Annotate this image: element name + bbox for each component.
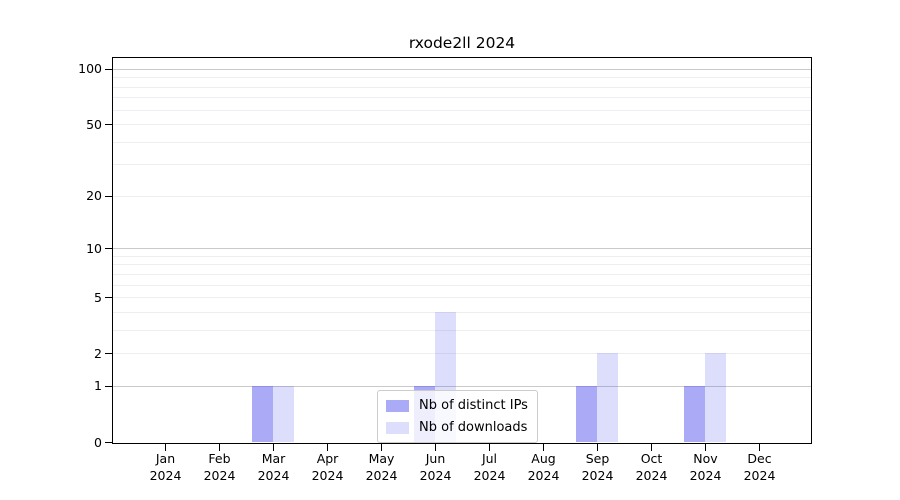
gridline-minor: [113, 284, 811, 286]
gridline-minor: [113, 255, 811, 257]
x-tick-label: Jul 2024: [473, 451, 506, 483]
gridline-minor: [113, 297, 811, 299]
gridline-major: [113, 385, 811, 387]
bar-distinct-ips: [576, 385, 597, 442]
x-tick-mark: [218, 444, 221, 451]
y-tick-label: 10: [86, 240, 102, 256]
y-tick-mark: [105, 352, 112, 355]
x-tick-mark: [704, 444, 707, 451]
gridline-minor: [113, 97, 811, 99]
legend-label-distinct-ips: Nb of distinct IPs: [419, 398, 528, 413]
y-tick-label: 50: [86, 116, 102, 132]
x-tick-label: Jan 2024: [149, 451, 182, 483]
gridline-minor: [113, 329, 811, 331]
y-tick-mark: [105, 68, 112, 70]
x-tick-mark: [272, 444, 275, 451]
legend-row-distinct-ips: Nb of distinct IPs: [386, 397, 528, 414]
x-tick-label: Nov 2024: [689, 451, 722, 483]
y-tick-mark: [105, 385, 112, 388]
x-tick-label: Sep 2024: [581, 451, 614, 483]
y-tick-mark: [105, 441, 112, 444]
gridline-minor: [113, 273, 811, 275]
legend: Nb of distinct IPs Nb of downloads: [377, 390, 538, 443]
bar-downloads: [273, 385, 294, 442]
legend-swatch-downloads-icon: [386, 421, 409, 434]
gridline-minor: [113, 195, 811, 197]
x-tick-label: Aug 2024: [527, 451, 560, 483]
plot-area: Nb of distinct IPs Nb of downloads: [112, 57, 812, 444]
y-tick-label: 1: [94, 378, 102, 394]
x-tick-label: Apr 2024: [311, 451, 344, 483]
y-tick-label: 5: [94, 289, 102, 305]
x-tick-mark: [758, 444, 761, 451]
bar-downloads: [705, 353, 726, 442]
x-tick-mark: [434, 444, 437, 451]
gridline-minor: [113, 164, 811, 166]
x-tick-label: Jun 2024: [419, 451, 452, 483]
gridline-major: [113, 248, 811, 250]
gridline-minor: [113, 353, 811, 355]
x-tick-mark: [164, 444, 167, 451]
x-tick-mark: [488, 444, 491, 451]
y-tick-mark: [105, 123, 112, 126]
gridline-minor: [113, 264, 811, 266]
x-tick-label: Oct 2024: [635, 451, 668, 483]
gridline-minor: [113, 77, 811, 79]
legend-swatch-distinct-ips-icon: [386, 399, 409, 412]
x-tick-mark: [542, 444, 545, 451]
bar-distinct-ips: [252, 385, 273, 442]
x-tick-label: Feb 2024: [203, 451, 236, 483]
gridline-minor: [113, 141, 811, 143]
gridline-minor: [113, 86, 811, 88]
y-tick-mark: [105, 296, 112, 299]
y-tick-mark: [105, 247, 112, 250]
bar-distinct-ips: [684, 385, 705, 442]
y-tick-mark: [105, 195, 112, 198]
bar-downloads: [597, 353, 618, 442]
y-tick-label: 100: [78, 61, 102, 77]
x-tick-mark: [380, 444, 383, 451]
x-tick-mark: [650, 444, 653, 451]
x-tick-label: Dec 2024: [743, 451, 776, 483]
x-tick-mark: [596, 444, 599, 451]
x-tick-mark: [326, 444, 329, 451]
legend-row-downloads: Nb of downloads: [386, 419, 528, 436]
legend-label-downloads: Nb of downloads: [419, 420, 528, 435]
gridline-minor: [113, 124, 811, 126]
y-tick-label: 20: [86, 188, 102, 204]
y-tick-label: 2: [94, 345, 102, 361]
gridline-minor: [113, 311, 811, 313]
x-tick-label: May 2024: [365, 451, 398, 483]
gridline-major: [113, 68, 811, 70]
chart-title: rxode2ll 2024: [408, 34, 516, 52]
x-tick-label: Mar 2024: [257, 451, 290, 483]
gridline-minor: [113, 109, 811, 111]
y-tick-label: 0: [94, 434, 102, 450]
